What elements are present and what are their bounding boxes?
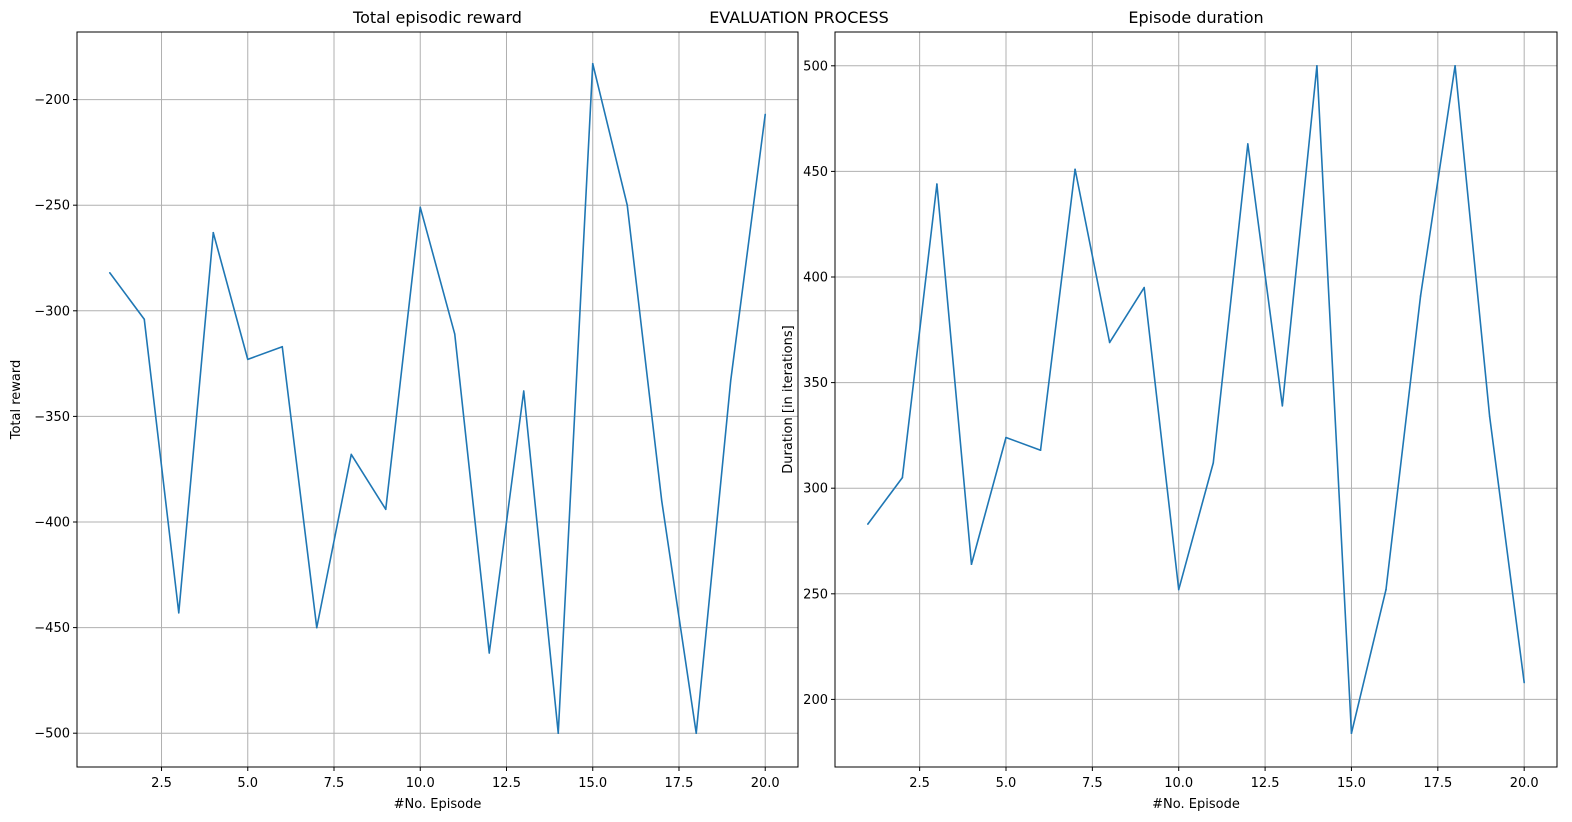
x-axis-label: #No. Episode xyxy=(394,797,482,812)
data-point xyxy=(1316,64,1318,67)
x-tick-label: 12.5 xyxy=(492,776,521,791)
data-point xyxy=(488,652,491,654)
data-point xyxy=(936,183,938,185)
y-tick-label: −250 xyxy=(34,199,70,214)
x-tick-label: 17.5 xyxy=(665,776,694,791)
x-tick-label: 2.5 xyxy=(909,776,930,791)
figure-suptitle: EVALUATION PROCESS xyxy=(709,8,889,27)
y-tick-label: 450 xyxy=(803,165,828,180)
data-point xyxy=(1108,341,1111,344)
data-point xyxy=(695,732,698,735)
data-point xyxy=(143,318,146,321)
data-point xyxy=(1074,168,1076,171)
x-tick-label: 15.0 xyxy=(1337,776,1366,791)
y-axis-label: Duration [in iterations] xyxy=(781,325,796,473)
x-tick-label: 2.5 xyxy=(151,776,172,791)
data-point xyxy=(764,113,767,116)
x-tick-label: 15.0 xyxy=(578,776,607,791)
data-point xyxy=(384,508,387,511)
x-tick-label: 7.5 xyxy=(324,776,345,791)
y-tick-label: 400 xyxy=(803,271,828,286)
data-point xyxy=(557,732,560,735)
data-point xyxy=(315,626,318,629)
data-point xyxy=(453,333,456,335)
chart-panel-1: 2.5 5.0 7.5 10.0 12.5 15.0 17.5 20.0 −200 −250 −30… xyxy=(9,8,799,812)
x-tick-label: 20.0 xyxy=(1510,776,1539,791)
data-point xyxy=(626,204,629,206)
data-point xyxy=(1212,462,1215,464)
data-point xyxy=(970,563,973,566)
data-point xyxy=(1419,295,1422,297)
data-point xyxy=(591,62,594,65)
plot-frame xyxy=(834,31,1558,768)
data-point xyxy=(1005,436,1007,439)
y-tick-label: 350 xyxy=(803,376,828,391)
data-point xyxy=(1350,732,1353,735)
data-point xyxy=(522,390,525,392)
data-point xyxy=(729,379,732,382)
y-tick-label: −300 xyxy=(34,304,70,319)
data-point xyxy=(867,523,869,525)
data-point xyxy=(1143,286,1145,289)
data-point xyxy=(1454,64,1456,67)
y-tick-label: 500 xyxy=(803,59,828,74)
data-point xyxy=(1523,681,1525,684)
chart-title: Episode duration xyxy=(1128,8,1263,27)
data-point xyxy=(246,358,249,361)
y-tick-label: −200 xyxy=(34,93,70,108)
y-tick-label: 300 xyxy=(803,482,828,497)
y-tick-label: −500 xyxy=(34,727,70,742)
x-tick-label: 5.0 xyxy=(996,776,1017,791)
data-point xyxy=(1039,449,1042,451)
data-point xyxy=(660,500,663,502)
x-tick-label: 17.5 xyxy=(1423,776,1452,791)
data-point xyxy=(1488,415,1491,418)
data-point xyxy=(350,453,353,456)
x-tick-label: 10.0 xyxy=(1164,776,1193,791)
y-tick-label: −400 xyxy=(34,516,70,531)
x-tick-label: 5.0 xyxy=(237,776,258,791)
data-point xyxy=(212,231,215,234)
data-point xyxy=(108,271,111,274)
data-point xyxy=(1281,405,1284,407)
data-point xyxy=(1385,588,1387,591)
data-point xyxy=(419,206,422,209)
data-point xyxy=(1177,588,1180,591)
x-tick-label: 10.0 xyxy=(406,776,435,791)
y-tick-label: −350 xyxy=(34,410,70,425)
data-point xyxy=(281,345,284,348)
data-point xyxy=(177,612,180,614)
y-tick-label: 200 xyxy=(803,693,828,708)
x-tick-label: 12.5 xyxy=(1251,776,1280,791)
chart-title: Total episodic reward xyxy=(352,8,522,27)
y-tick-label: 250 xyxy=(803,587,828,602)
plot-frame xyxy=(76,31,799,768)
x-tick-label: 20.0 xyxy=(751,776,780,791)
y-axis-label: Total reward xyxy=(9,360,24,441)
chart-panel-2: 2.5 5.0 7.5 10.0 12.5 15.0 17.5 20.0 200 250 300 35… xyxy=(781,8,1558,812)
y-tick-label: −450 xyxy=(34,621,70,636)
data-point xyxy=(1247,143,1249,145)
series-line xyxy=(867,64,1525,735)
series-line xyxy=(109,62,767,735)
data-point xyxy=(901,476,904,479)
x-tick-label: 7.5 xyxy=(1082,776,1103,791)
x-axis-label: #No. Episode xyxy=(1152,797,1240,812)
